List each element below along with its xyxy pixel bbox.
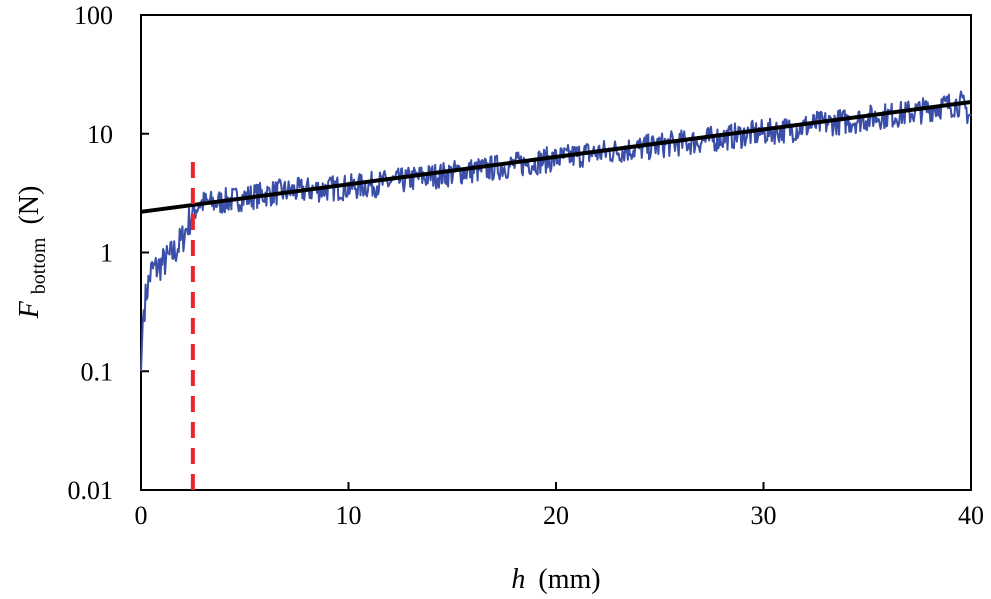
x-axis-label: h (mm) xyxy=(511,564,600,595)
y-tick-label: 0.01 xyxy=(68,476,114,505)
series-layer xyxy=(140,90,972,372)
y-axis-unit: (N) xyxy=(14,186,45,225)
y-tick-label: 0.1 xyxy=(81,357,114,386)
plot-frame xyxy=(140,14,972,491)
y-axis-subscript: bottom xyxy=(28,237,50,294)
y-tick-label: 100 xyxy=(74,1,113,30)
x-tick-label: 20 xyxy=(543,501,569,530)
y-axis-ticks: 0.01 0.1 1 10 100 xyxy=(68,1,149,505)
x-tick-label: 40 xyxy=(958,501,984,530)
x-axis-unit: (mm) xyxy=(538,564,600,595)
x-tick-label: 10 xyxy=(336,501,362,530)
y-axis-label: F bottom (N) xyxy=(14,186,52,320)
y-axis-variable: F xyxy=(14,300,45,319)
y-tick-label: 1 xyxy=(100,239,113,268)
x-tick-label: 30 xyxy=(751,501,777,530)
y-tick-label: 10 xyxy=(87,120,113,149)
fit-line xyxy=(140,100,972,214)
x-axis-variable: h xyxy=(511,564,525,595)
plot-area xyxy=(140,14,972,491)
measured-force-line xyxy=(140,90,972,372)
x-axis-ticks: 0 10 20 30 40 xyxy=(135,482,984,530)
x-tick-label: 0 xyxy=(135,501,148,530)
